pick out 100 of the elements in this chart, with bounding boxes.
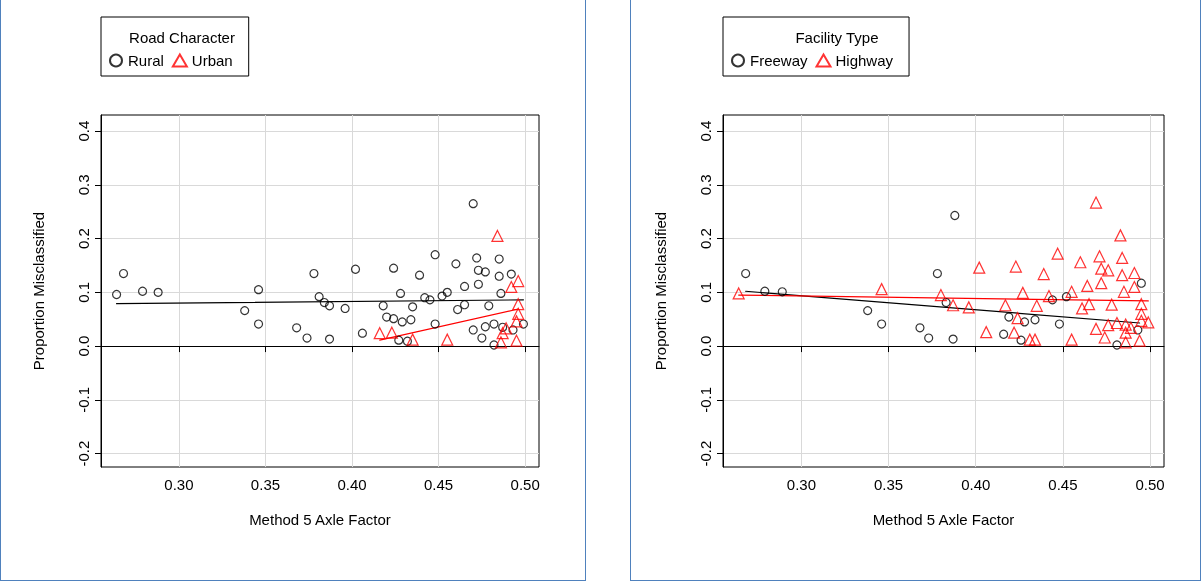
point <box>948 334 958 344</box>
point <box>1112 340 1122 350</box>
y-tick-label: 0.0 <box>697 335 714 357</box>
point <box>382 312 392 322</box>
point <box>1116 251 1129 265</box>
x-tick-label: 0.50 <box>510 476 540 493</box>
point <box>324 301 335 311</box>
y-tick-label: 0.4 <box>697 120 714 142</box>
x-tick-label: 0.30 <box>164 476 194 493</box>
point <box>373 327 386 340</box>
point <box>512 274 525 288</box>
x-tick-label: 0.40 <box>337 476 367 493</box>
point <box>441 333 454 346</box>
point <box>494 336 508 349</box>
x-tick-label: 0.45 <box>423 476 454 493</box>
point <box>489 340 499 350</box>
x-tick-label: 0.45 <box>1048 476 1078 493</box>
point <box>388 263 399 273</box>
point <box>1075 302 1089 315</box>
point <box>1142 316 1155 329</box>
point <box>473 265 484 275</box>
x-tick-label: 0.35 <box>250 476 281 493</box>
point <box>406 315 416 325</box>
point <box>946 299 960 312</box>
y-axis-title: Proportion Misclassified <box>30 211 47 371</box>
point <box>1117 285 1131 298</box>
point <box>1016 335 1026 345</box>
point <box>489 319 499 329</box>
point <box>319 297 329 308</box>
point <box>512 298 525 311</box>
point <box>518 319 529 329</box>
point <box>863 306 873 316</box>
point <box>498 322 508 332</box>
point <box>915 323 925 333</box>
point <box>496 327 509 340</box>
point <box>732 287 745 300</box>
point <box>1110 316 1124 330</box>
point <box>1133 334 1146 347</box>
point <box>1028 333 1042 346</box>
point <box>1128 280 1141 294</box>
point <box>314 292 324 302</box>
point <box>357 328 368 338</box>
point <box>505 280 518 294</box>
point <box>1074 256 1087 269</box>
point <box>999 299 1012 312</box>
point <box>510 334 523 347</box>
y-tick-label: 0.0 <box>75 335 92 357</box>
point <box>111 289 122 300</box>
legend-label: Urban <box>191 52 233 69</box>
point <box>1030 315 1040 325</box>
point <box>388 314 399 324</box>
y-tick-label: -0.2 <box>75 440 92 467</box>
point <box>451 259 461 269</box>
x-tick-label: 0.30 <box>786 476 817 493</box>
point <box>980 326 993 339</box>
point <box>1089 322 1103 335</box>
point <box>932 268 942 279</box>
x-tick-label: 0.35 <box>873 476 904 493</box>
point <box>1119 318 1132 331</box>
point <box>1081 279 1094 292</box>
point <box>484 301 494 311</box>
point <box>459 300 470 310</box>
point <box>397 317 407 327</box>
point <box>453 304 463 315</box>
point <box>402 336 413 346</box>
legend-title: Road Character <box>129 29 235 46</box>
point <box>1135 307 1148 320</box>
point <box>1030 299 1043 312</box>
x-tick-label: 0.40 <box>961 476 991 493</box>
point <box>1042 290 1056 303</box>
point <box>340 303 350 314</box>
point <box>1098 331 1111 344</box>
point <box>1082 298 1096 311</box>
point <box>1102 319 1115 332</box>
point <box>1065 285 1078 298</box>
point <box>1105 298 1118 311</box>
point <box>1136 278 1146 288</box>
point <box>309 268 319 279</box>
point <box>1119 326 1132 339</box>
legend-title: Facility Type <box>795 29 879 46</box>
point <box>496 288 506 299</box>
point <box>760 286 770 296</box>
point <box>512 307 525 320</box>
point <box>506 269 516 279</box>
y-tick-label: -0.2 <box>697 440 714 467</box>
point <box>1023 333 1036 346</box>
point <box>459 281 470 292</box>
point <box>1004 312 1014 322</box>
point <box>1102 264 1115 277</box>
point <box>137 286 148 296</box>
point <box>924 333 934 343</box>
legend-label: Highway <box>835 52 894 69</box>
point <box>437 291 447 301</box>
point <box>253 319 264 329</box>
point <box>1128 266 1141 280</box>
point <box>477 333 487 343</box>
y-tick-label: 0.3 <box>697 174 714 196</box>
point <box>472 253 482 263</box>
point <box>1135 298 1148 311</box>
point <box>480 267 490 277</box>
